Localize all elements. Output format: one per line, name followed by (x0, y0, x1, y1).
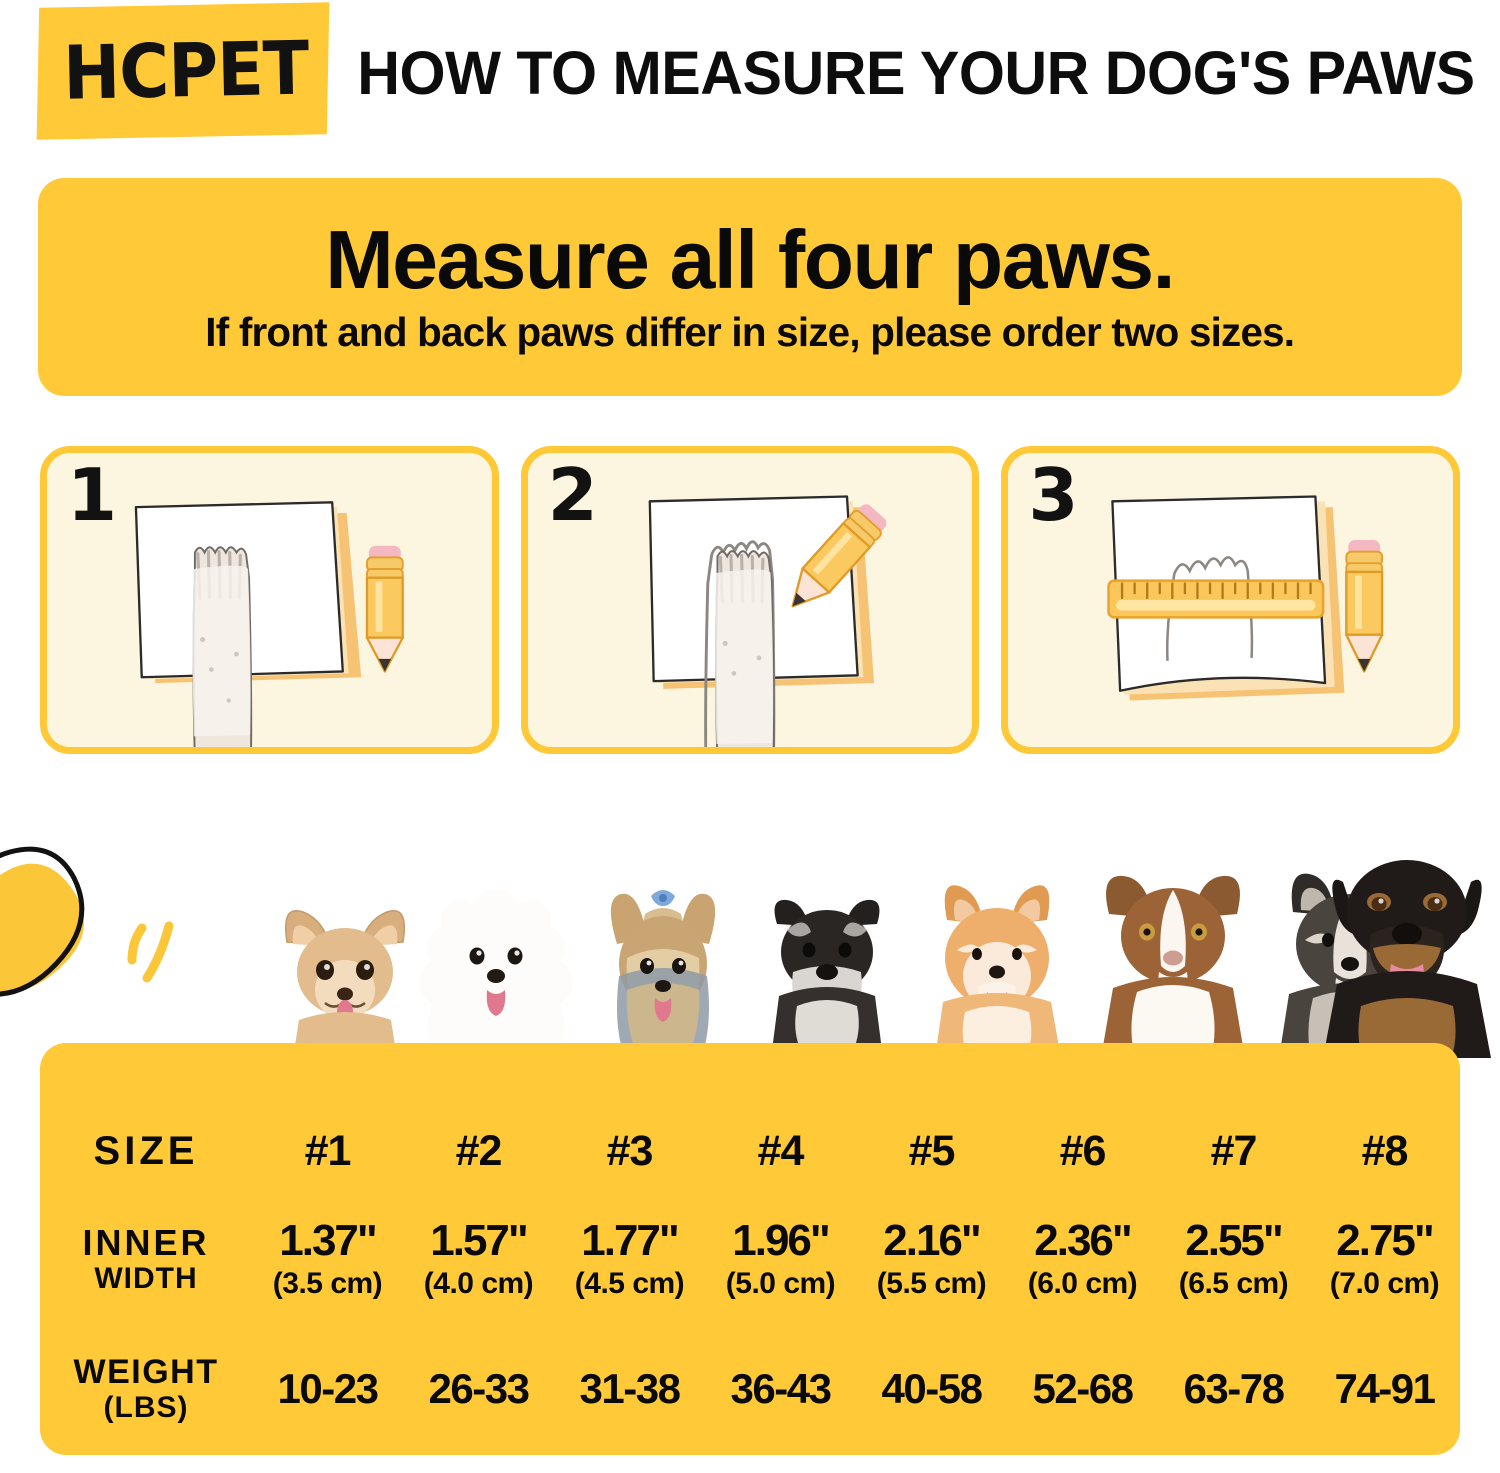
cell-weight-4: 36-43 (730, 1364, 832, 1412)
cell-inner-4: 1.96" (5.0 cm) (705, 1215, 856, 1301)
cell-inner-3: 1.77" (4.5 cm) (554, 1215, 705, 1301)
cell-inner-2-cm: (4.0 cm) (423, 1267, 534, 1301)
cell-inner-7: 2.55" (6.5 cm) (1158, 1215, 1309, 1301)
banner-headline: Measure all four paws. (325, 213, 1176, 307)
cell-size-7: #7 (1210, 1127, 1258, 1176)
cell-inner-6-in: 2.36" (1034, 1215, 1132, 1265)
row-label-inner-line2: WIDTH (94, 1262, 198, 1296)
wagging-tail-icon (0, 846, 174, 997)
table-row-inner-width: INNER WIDTH 1.37" (3.5 cm) 1.57" (4.0 cm… (40, 1211, 1460, 1307)
dog-photo-row (265, 818, 1495, 1058)
cell-size-1: #1 (304, 1127, 352, 1176)
cell-inner-7-in: 2.55" (1185, 1215, 1283, 1265)
cell-weight-6: 52-68 (1032, 1364, 1134, 1412)
cell-inner-3-cm: (4.5 cm) (574, 1267, 685, 1301)
cell-weight-1: 10-23 (277, 1364, 379, 1412)
dog-australian-shepherd (1101, 875, 1245, 1058)
cell-inner-1: 1.37" (3.5 cm) (252, 1215, 403, 1301)
step-number-2: 2 (547, 453, 598, 537)
dog-rottweiler (1323, 860, 1491, 1058)
row-cells-size: #1 #2 #3 #4 #5 #6 #7 #8 (252, 1129, 1460, 1175)
cell-inner-5: 2.16" (5.5 cm) (856, 1215, 1007, 1301)
banner-subline: If front and back paws differ in size, p… (205, 308, 1296, 355)
cell-inner-5-in: 2.16" (883, 1215, 981, 1265)
step-number-1: 1 (67, 453, 118, 537)
measuring-outline-with-ruler-icon (1107, 495, 1384, 701)
dog-chihuahua (285, 909, 405, 1058)
brand-logo-text: HCPET (62, 25, 310, 117)
row-label-weight-line1: WEIGHT (73, 1352, 219, 1391)
cell-inner-2-in: 1.57" (430, 1215, 528, 1265)
cell-weight-5: 40-58 (881, 1364, 983, 1412)
step-number-3: 3 (1028, 453, 1079, 537)
cell-inner-5-cm: (5.5 cm) (876, 1267, 987, 1301)
row-cells-inner-width: 1.37" (3.5 cm) 1.57" (4.0 cm) 1.77" (4.5… (252, 1215, 1460, 1301)
dog-miniature-schnauzer (771, 899, 883, 1058)
cell-size-5: #5 (908, 1127, 956, 1176)
row-cells-weight: 10-23 26-33 31-38 36-43 40-58 52-68 63-7… (252, 1364, 1460, 1412)
cell-size-4: #4 (757, 1127, 805, 1176)
steps-row: 1 (40, 446, 1461, 754)
cell-size-2: #2 (455, 1127, 503, 1176)
cell-inner-8: 2.75" (7.0 cm) (1309, 1215, 1460, 1301)
cell-inner-1-cm: (3.5 cm) (272, 1267, 383, 1301)
cell-size-3: #3 (606, 1127, 654, 1176)
step-card-1: 1 (40, 446, 499, 754)
page-header: HCPET HOW TO MEASURE YOUR DOG'S PAWS (0, 0, 1500, 150)
cell-inner-6: 2.36" (6.0 cm) (1007, 1215, 1158, 1301)
cell-inner-1-in: 1.37" (279, 1215, 377, 1265)
cell-inner-4-in: 1.96" (732, 1215, 830, 1265)
cell-inner-2: 1.57" (4.0 cm) (403, 1215, 554, 1301)
tracing-paw-outline-with-pencil-icon (648, 495, 887, 747)
paw-on-paper-with-pencil-icon (134, 501, 404, 747)
cell-weight-8: 74-91 (1334, 1364, 1436, 1412)
table-row-weight: WEIGHT (LBS) 10-23 26-33 31-38 36-43 40-… (40, 1343, 1460, 1435)
step-card-2: 2 (520, 446, 980, 754)
dog-shiba-inu (935, 885, 1061, 1058)
row-label-weight: WEIGHT (LBS) (40, 1352, 252, 1425)
size-chart-table: SIZE #1 #2 #3 #4 #5 #6 #7 #8 INNER WIDTH… (40, 1043, 1460, 1455)
dog-breeds-strip (0, 818, 1500, 1058)
dog-yorkshire-terrier (610, 890, 716, 1058)
row-label-weight-line2: (LBS) (103, 1391, 189, 1425)
cell-weight-3: 31-38 (579, 1364, 681, 1412)
cell-inner-4-cm: (5.0 cm) (725, 1267, 836, 1301)
dog-bichon-frise (419, 890, 573, 1058)
cell-inner-8-cm: (7.0 cm) (1329, 1267, 1440, 1301)
row-label-inner-width: INNER WIDTH (40, 1221, 252, 1296)
cell-weight-7: 63-78 (1183, 1364, 1285, 1412)
cell-weight-2: 26-33 (428, 1364, 530, 1412)
cell-size-6: #6 (1059, 1127, 1107, 1176)
row-label-size: SIZE (93, 1129, 199, 1174)
cell-inner-6-cm: (6.0 cm) (1027, 1267, 1138, 1301)
page-title: HOW TO MEASURE YOUR DOG'S PAWS (357, 39, 1475, 107)
step-card-3: 3 (1001, 446, 1461, 754)
row-label-inner-line1: INNER (82, 1221, 210, 1263)
cell-inner-8-in: 2.75" (1336, 1215, 1434, 1265)
cell-inner-7-cm: (6.5 cm) (1178, 1267, 1289, 1301)
table-row-size: SIZE #1 #2 #3 #4 #5 #6 #7 #8 (40, 1121, 1460, 1183)
cell-size-8: #8 (1361, 1127, 1409, 1176)
instruction-banner: Measure all four paws. If front and back… (38, 178, 1462, 396)
cell-inner-3-in: 1.77" (581, 1215, 679, 1265)
